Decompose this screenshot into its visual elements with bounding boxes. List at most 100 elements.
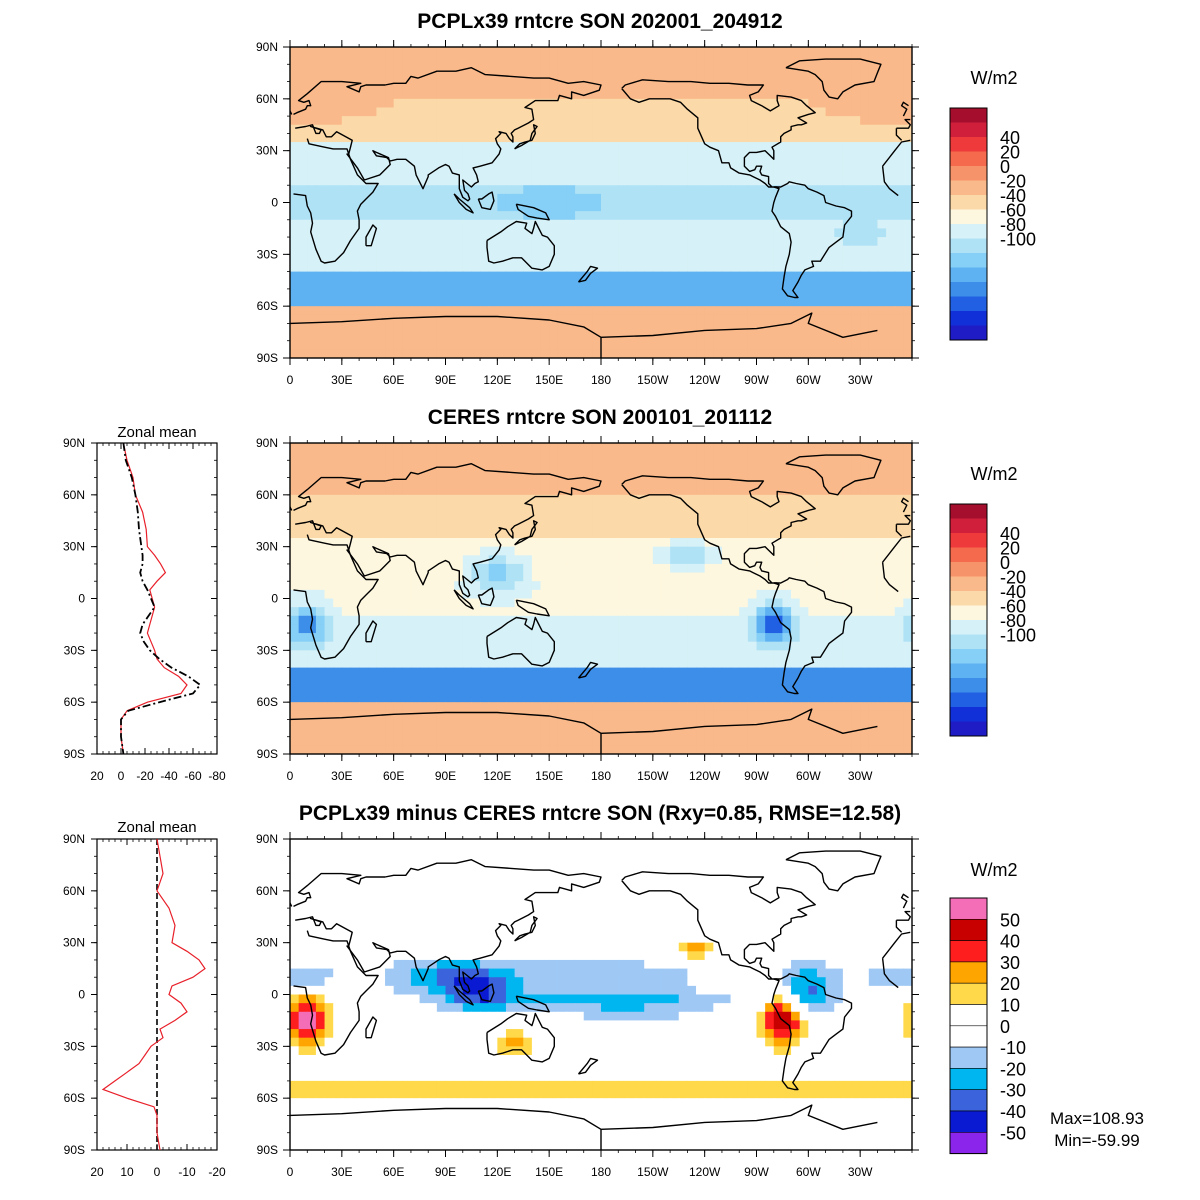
field-cell (851, 451, 861, 461)
field-cell (834, 607, 844, 617)
field-cell (333, 90, 343, 100)
field-cell (454, 332, 464, 342)
field-cell (315, 262, 326, 273)
field-cell (773, 624, 784, 634)
field-cell (618, 538, 628, 548)
field-cell (488, 297, 498, 307)
field-cell (782, 90, 792, 100)
field-cell (505, 332, 516, 342)
field-cell (523, 512, 533, 522)
field-cell (765, 581, 775, 591)
field-cell (315, 193, 326, 204)
field-cell (307, 98, 317, 109)
field-cell (903, 202, 912, 212)
field-cell (557, 314, 568, 325)
field-cell (359, 684, 369, 695)
field-cell (799, 555, 809, 565)
field-cell (557, 607, 568, 617)
field-cell (851, 124, 861, 134)
field-cell (747, 615, 758, 626)
field-cell (333, 468, 343, 479)
field-cell (704, 633, 714, 643)
field-cell (454, 219, 464, 230)
field-cell (886, 314, 896, 325)
field-cell (860, 624, 870, 634)
field-cell (359, 460, 369, 470)
field-cell (445, 288, 455, 299)
field-cell (886, 142, 896, 152)
field-cell (333, 142, 343, 152)
field-cell (480, 159, 490, 169)
field-cell (385, 116, 395, 126)
field-cell (315, 494, 326, 505)
field-cell (842, 288, 853, 299)
field-cell (860, 167, 870, 178)
field-cell (531, 133, 542, 143)
field-cell (739, 624, 749, 634)
field-cell (359, 245, 369, 255)
field-cell (903, 460, 912, 470)
field-cell (333, 589, 343, 600)
field-cell (290, 280, 300, 290)
field-cell (661, 159, 671, 169)
field-cell (557, 228, 568, 238)
field-cell (393, 314, 403, 325)
field-cell (523, 133, 533, 143)
field-cell (644, 72, 654, 83)
field-cell (618, 460, 628, 470)
field-cell (618, 615, 628, 626)
field-cell (393, 693, 403, 703)
field-cell (687, 262, 697, 273)
field-cell (773, 563, 784, 574)
field-cell (886, 98, 896, 109)
field-cell (540, 546, 550, 556)
field-cell (488, 607, 498, 617)
field-cell (756, 64, 766, 74)
field-cell (877, 124, 887, 134)
field-cell (877, 486, 887, 496)
field-cell (549, 460, 559, 470)
field-cell (393, 271, 403, 281)
field-cell (765, 658, 775, 669)
field-cell (540, 443, 550, 453)
field-cell (765, 90, 775, 100)
field-cell (341, 176, 352, 186)
field-cell (393, 658, 403, 669)
field-cell (877, 589, 887, 600)
field-cell (428, 90, 438, 100)
field-cell (860, 81, 870, 91)
field-cell (894, 107, 904, 117)
field-cell (583, 477, 593, 487)
field-cell (402, 676, 412, 686)
field-cell (298, 460, 308, 470)
field-cell (721, 538, 732, 548)
field-cell (868, 633, 879, 643)
field-cell (773, 589, 784, 600)
field-cell (523, 443, 533, 453)
field-cell (540, 245, 550, 255)
field-cell (385, 494, 395, 505)
field-cell (367, 150, 377, 160)
field-cell (678, 676, 688, 686)
field-cell (471, 332, 481, 342)
field-cell (626, 314, 637, 325)
field-cell (713, 116, 723, 126)
field-cell (816, 693, 827, 703)
field-cell (298, 546, 308, 556)
field-cell (730, 332, 740, 342)
field-cell (601, 314, 611, 325)
field-cell (704, 107, 714, 117)
field-cell (393, 288, 403, 299)
field-cell (367, 288, 377, 299)
field-cell (583, 288, 593, 299)
field-cell (471, 107, 481, 117)
field-cell (324, 477, 334, 487)
field-cell (315, 702, 326, 712)
field-cell (696, 486, 706, 496)
field-cell (670, 520, 680, 530)
field-cell (670, 676, 680, 686)
field-cell (799, 133, 809, 143)
field-cell (385, 332, 395, 342)
field-cell (445, 237, 455, 247)
field-cell (350, 332, 360, 342)
